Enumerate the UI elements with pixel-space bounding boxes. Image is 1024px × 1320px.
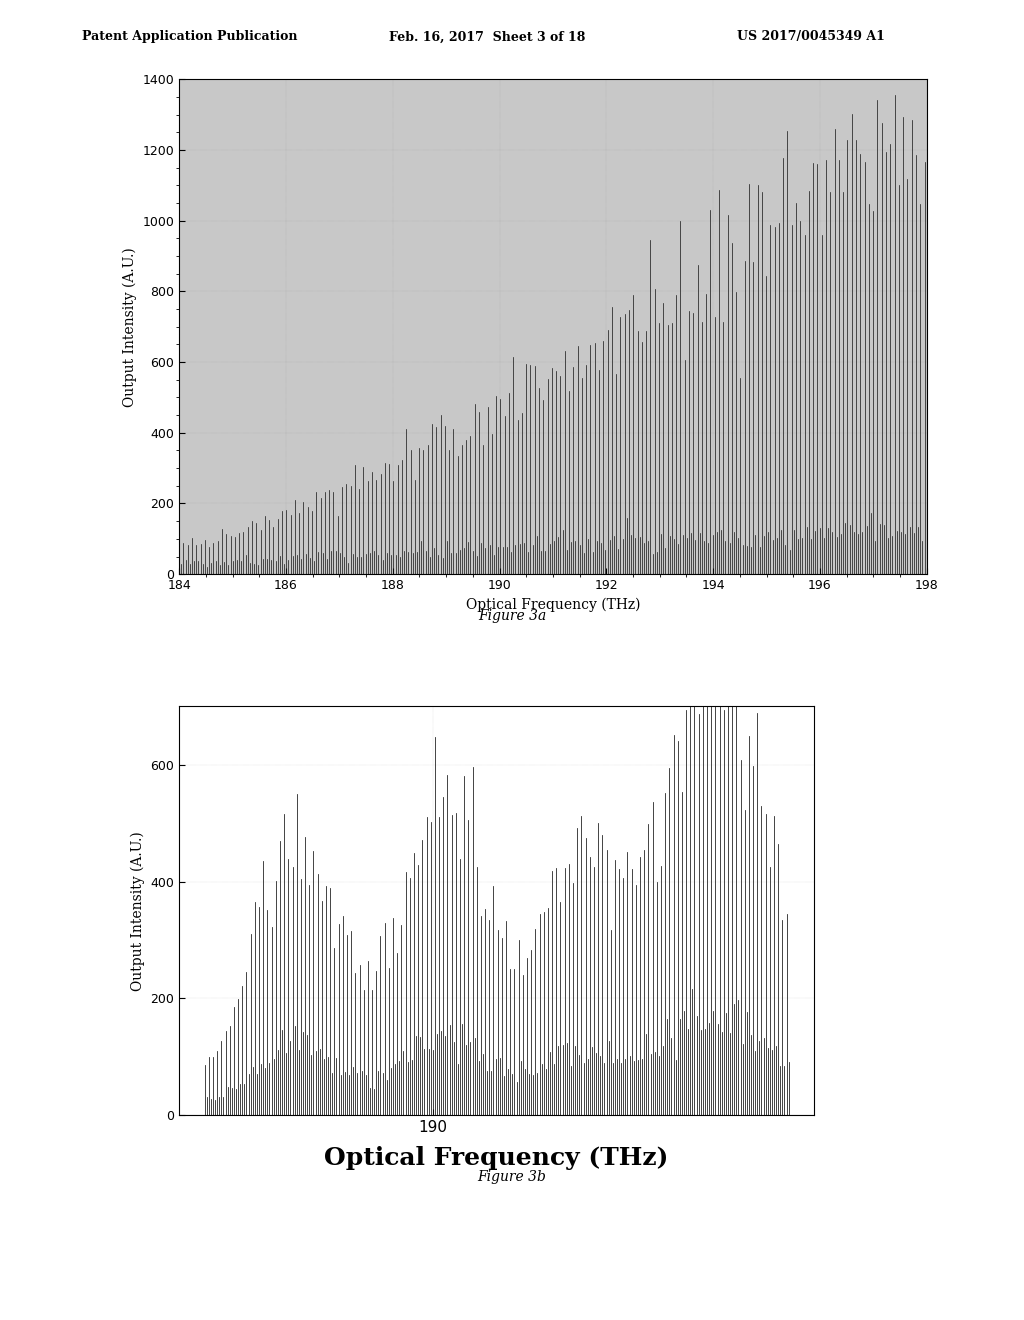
Text: Patent Application Publication: Patent Application Publication bbox=[82, 30, 297, 44]
X-axis label: Optical Frequency (THz): Optical Frequency (THz) bbox=[466, 598, 640, 612]
Text: Figure 3b: Figure 3b bbox=[477, 1171, 547, 1184]
Text: Feb. 16, 2017  Sheet 3 of 18: Feb. 16, 2017 Sheet 3 of 18 bbox=[389, 30, 586, 44]
Text: Figure 3a: Figure 3a bbox=[478, 610, 546, 623]
Y-axis label: Output Intensity (A.U.): Output Intensity (A.U.) bbox=[130, 830, 145, 991]
Y-axis label: Output Intensity (A.U.): Output Intensity (A.U.) bbox=[123, 247, 137, 407]
X-axis label: Optical Frequency (THz): Optical Frequency (THz) bbox=[325, 1146, 669, 1171]
Text: US 2017/0045349 A1: US 2017/0045349 A1 bbox=[737, 30, 885, 44]
